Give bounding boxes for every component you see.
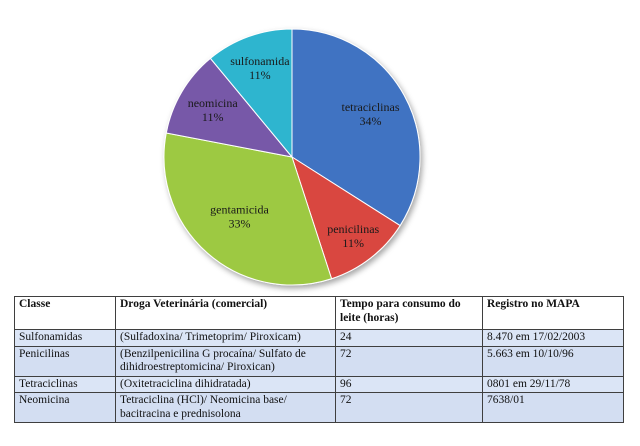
cell-droga: Tetraciclina (HCl)/ Neomicina base/ baci… [115, 392, 336, 423]
cell-classe: Sulfonamidas [14, 329, 116, 347]
cell-registro: 0801 em 29/11/78 [482, 375, 624, 393]
slice-pct-tetraciclinas: 34% [360, 114, 382, 128]
cell-droga: (Benzilpenicilina G procaína/ Sulfato de… [115, 345, 336, 377]
cell-tempo: 24 [335, 329, 483, 347]
cell-registro: 7638/01 [482, 392, 624, 423]
cell-tempo: 72 [335, 392, 483, 423]
pie-slice-sulfonamida [209, 28, 293, 159]
header-tempo: Tempo para consumo do leite (horas) [335, 296, 483, 330]
pie-slice-neomicina [165, 57, 294, 158]
pie-chart-svg: tetraciclinas34%penicilinas11%gentamicid… [163, 28, 421, 286]
slice-label-sulfonamida: sulfonamida [230, 54, 290, 68]
cell-tempo: 96 [335, 375, 483, 393]
slice-pct-sulfonamida: 11% [249, 68, 271, 82]
table-row: Penicilinas (Benzilpenicilina G procaína… [14, 345, 624, 377]
table-row: Tetraciclinas (Oxitetraciclina dihidrata… [14, 375, 624, 393]
cell-droga: (Oxitetraciclina dihidratada) [115, 375, 336, 393]
cell-classe: Penicilinas [14, 345, 116, 377]
cell-registro: 8.470 em 17/02/2003 [482, 329, 624, 347]
cell-droga: (Sulfadoxina/ Trimetoprim/ Piroxicam) [115, 329, 336, 347]
cell-classe: Tetraciclinas [14, 375, 116, 393]
slice-pct-neomicina: 11% [202, 110, 224, 124]
pie-slice-gentamicida [163, 132, 333, 286]
cell-registro: 5.663 em 10/10/96 [482, 345, 624, 377]
header-droga: Droga Veterinária (comercial) [115, 296, 336, 330]
cell-classe: Neomicina [14, 392, 116, 423]
slice-label-penicilinas: penicilinas [327, 222, 379, 236]
table-header-row: Classe Droga Veterinária (comercial) Tem… [14, 296, 624, 330]
drug-table: Classe Droga Veterinária (comercial) Tem… [14, 296, 624, 423]
table-row: Neomicina Tetraciclina (HCl)/ Neomicina … [14, 392, 624, 423]
slice-label-tetraciclinas: tetraciclinas [342, 100, 400, 114]
slice-label-neomicina: neomicina [188, 96, 239, 110]
pie-slice-penicilinas [291, 155, 401, 280]
header-registro: Registro no MAPA [482, 296, 624, 330]
slice-pct-gentamicida: 33% [229, 217, 251, 231]
slice-label-gentamicida: gentamicida [210, 203, 269, 217]
pie-slice-tetraciclinas [291, 28, 421, 227]
cell-tempo: 72 [335, 345, 483, 377]
slice-pct-penicilinas: 11% [342, 236, 364, 250]
header-classe: Classe [14, 296, 116, 330]
table-row: Sulfonamidas (Sulfadoxina/ Trimetoprim/ … [14, 329, 624, 347]
pie-chart: tetraciclinas 34% penicilinas 11% gentamicid… [163, 28, 421, 286]
